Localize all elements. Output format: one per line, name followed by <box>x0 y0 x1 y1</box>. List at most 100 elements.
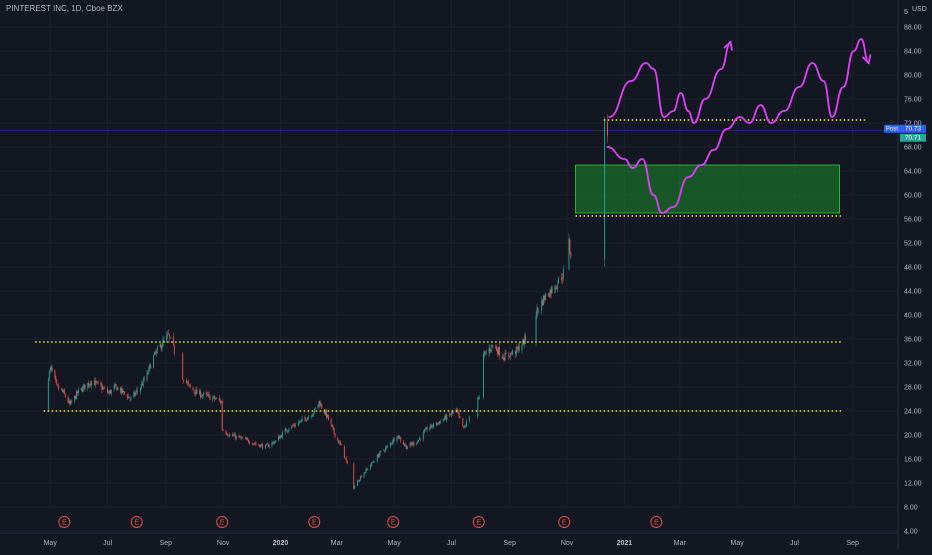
candle[interactable] <box>137 387 139 395</box>
candle[interactable] <box>156 344 158 354</box>
candle[interactable] <box>442 418 444 423</box>
candle[interactable] <box>274 440 276 445</box>
candle[interactable] <box>252 443 254 446</box>
candle[interactable] <box>380 450 382 453</box>
candle[interactable] <box>444 414 446 420</box>
candle[interactable] <box>542 298 544 307</box>
candle[interactable] <box>70 398 72 406</box>
candle[interactable] <box>104 385 106 389</box>
candle[interactable] <box>557 280 559 293</box>
candle[interactable] <box>525 333 527 344</box>
candle[interactable] <box>430 423 432 430</box>
candle[interactable] <box>321 403 323 410</box>
candle[interactable] <box>377 453 379 458</box>
candle[interactable] <box>109 389 111 395</box>
candle[interactable] <box>372 461 373 464</box>
candle[interactable] <box>166 331 168 344</box>
candle[interactable] <box>297 420 299 427</box>
candle[interactable] <box>416 442 418 446</box>
candle[interactable] <box>182 352 184 380</box>
candle[interactable] <box>463 426 465 429</box>
candle[interactable] <box>397 435 399 439</box>
candle[interactable] <box>554 285 556 294</box>
candle[interactable] <box>385 445 387 453</box>
candle[interactable] <box>521 341 523 354</box>
candle[interactable] <box>308 414 310 421</box>
candle[interactable] <box>295 422 296 428</box>
candle[interactable] <box>248 440 250 446</box>
candle[interactable] <box>363 472 365 478</box>
candle[interactable] <box>331 424 333 428</box>
candle[interactable] <box>117 387 119 391</box>
candle[interactable] <box>549 288 551 298</box>
candle[interactable] <box>281 430 283 440</box>
candle[interactable] <box>208 391 210 398</box>
candle[interactable] <box>260 444 262 448</box>
demand-zone[interactable] <box>575 164 840 214</box>
candle[interactable] <box>149 363 151 372</box>
candle[interactable] <box>325 409 327 416</box>
candle[interactable] <box>55 375 57 384</box>
candle[interactable] <box>512 349 514 356</box>
candle[interactable] <box>429 425 431 432</box>
candle[interactable] <box>246 436 248 441</box>
candle[interactable] <box>548 292 550 298</box>
candle[interactable] <box>504 349 506 361</box>
candle[interactable] <box>306 419 308 422</box>
candle[interactable] <box>101 382 103 394</box>
candle[interactable] <box>87 382 89 392</box>
earnings-marker[interactable]: E <box>387 516 400 528</box>
candle[interactable] <box>450 413 451 416</box>
candle[interactable] <box>517 343 519 354</box>
candle[interactable] <box>435 421 437 427</box>
candle[interactable] <box>159 342 161 348</box>
candle[interactable] <box>560 272 562 284</box>
candle[interactable] <box>124 390 125 396</box>
candle[interactable] <box>438 420 440 426</box>
candle[interactable] <box>312 412 314 418</box>
candle[interactable] <box>384 449 386 453</box>
candle[interactable] <box>216 397 217 400</box>
candle[interactable] <box>279 435 280 439</box>
earnings-marker[interactable]: E <box>650 516 663 528</box>
candle[interactable] <box>568 233 570 271</box>
candle[interactable] <box>424 426 426 432</box>
candle[interactable] <box>123 390 124 396</box>
candle[interactable] <box>127 393 129 399</box>
candle[interactable] <box>357 479 358 487</box>
candle[interactable] <box>538 310 540 313</box>
candle[interactable] <box>387 444 389 449</box>
candle[interactable] <box>201 393 202 398</box>
candle[interactable] <box>484 350 486 356</box>
candle[interactable] <box>213 395 215 399</box>
candle[interactable] <box>160 343 162 352</box>
candle[interactable] <box>479 394 481 400</box>
candle[interactable] <box>200 388 202 400</box>
candle[interactable] <box>417 439 419 444</box>
candle[interactable] <box>495 344 497 350</box>
candle[interactable] <box>489 343 491 355</box>
candle[interactable] <box>273 440 275 445</box>
candle[interactable] <box>286 430 288 433</box>
candle[interactable] <box>215 397 217 400</box>
candle[interactable] <box>115 383 117 386</box>
candle[interactable] <box>422 429 424 442</box>
candle[interactable] <box>508 351 510 360</box>
candle[interactable] <box>69 399 71 407</box>
candle[interactable] <box>287 429 289 433</box>
candle[interactable] <box>337 437 339 442</box>
candle[interactable] <box>405 444 407 451</box>
candle[interactable] <box>233 433 234 438</box>
candle[interactable] <box>389 441 391 449</box>
candle[interactable] <box>345 456 347 463</box>
candle[interactable] <box>466 418 467 428</box>
candle[interactable] <box>241 436 243 441</box>
candle[interactable] <box>547 292 549 297</box>
candle[interactable] <box>76 389 77 400</box>
candle[interactable] <box>202 391 204 398</box>
candle[interactable] <box>288 427 290 433</box>
candle[interactable] <box>90 381 92 388</box>
candle[interactable] <box>299 420 301 424</box>
candle[interactable] <box>248 438 249 444</box>
